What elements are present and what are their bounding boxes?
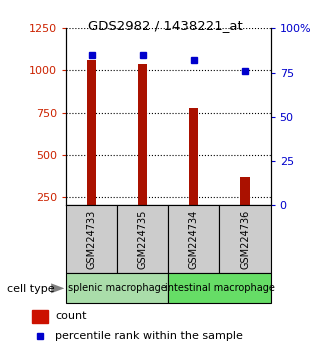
Text: GSM224734: GSM224734 xyxy=(189,209,199,269)
Bar xyxy=(168,205,219,273)
Text: GSM224733: GSM224733 xyxy=(86,209,97,269)
Bar xyxy=(241,177,249,205)
Bar xyxy=(219,205,271,273)
Text: cell type: cell type xyxy=(7,284,54,293)
Text: GDS2982 / 1438221_at: GDS2982 / 1438221_at xyxy=(88,19,242,33)
Polygon shape xyxy=(51,283,64,293)
Bar xyxy=(117,205,168,273)
Text: splenic macrophage: splenic macrophage xyxy=(68,282,167,293)
Text: count: count xyxy=(55,312,87,321)
Text: percentile rank within the sample: percentile rank within the sample xyxy=(55,331,243,341)
Text: GSM224736: GSM224736 xyxy=(240,209,250,269)
Bar xyxy=(66,205,117,273)
Bar xyxy=(138,64,147,205)
Bar xyxy=(66,273,168,303)
Bar xyxy=(32,310,48,323)
Bar xyxy=(87,59,96,205)
Text: GSM224735: GSM224735 xyxy=(138,209,148,269)
Bar xyxy=(168,273,271,303)
Text: intestinal macrophage: intestinal macrophage xyxy=(165,282,274,293)
Bar xyxy=(189,108,198,205)
